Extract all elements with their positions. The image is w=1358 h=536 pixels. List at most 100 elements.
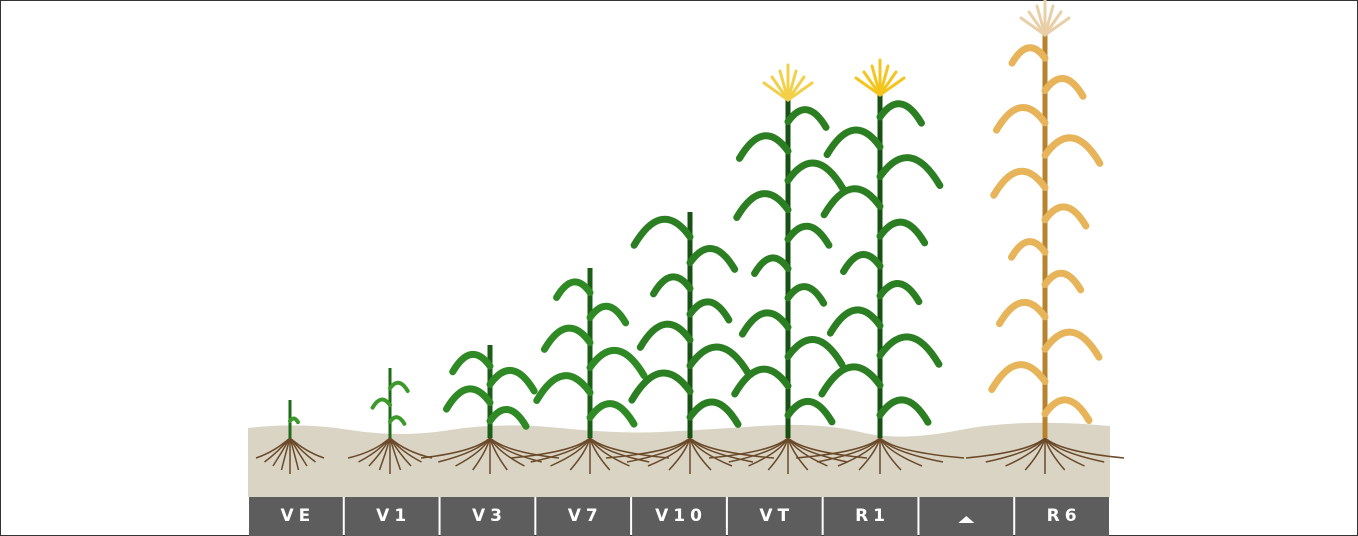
stage-cell xyxy=(344,497,439,536)
tassel xyxy=(786,75,806,102)
leaf xyxy=(486,366,538,395)
leaf xyxy=(586,400,638,428)
leaf xyxy=(733,190,792,221)
leaf xyxy=(876,218,929,247)
tassel xyxy=(862,70,882,97)
stage-cell xyxy=(632,497,726,536)
root xyxy=(787,437,868,459)
leaf xyxy=(553,278,594,302)
leaf xyxy=(784,159,847,193)
leaf xyxy=(820,185,884,219)
leaf xyxy=(784,397,836,426)
stage-label: V7 xyxy=(568,506,603,526)
root xyxy=(1044,437,1125,459)
root xyxy=(816,437,881,463)
leaf xyxy=(449,350,494,376)
stage-arrow-icon xyxy=(958,516,975,523)
leaf xyxy=(1041,134,1104,167)
stage-label: VE xyxy=(280,506,315,526)
leaf xyxy=(533,372,594,404)
stage-cell xyxy=(1015,497,1109,536)
stage-cell xyxy=(440,497,535,536)
leaf xyxy=(650,273,694,298)
leaf xyxy=(1041,328,1103,361)
stage-cell xyxy=(727,497,822,536)
stage-bar: VE V1 V3 V7 V10 VT R1 R6 xyxy=(249,497,1109,536)
stage-label: V10 xyxy=(655,506,707,526)
leaf xyxy=(1008,238,1049,261)
leaf xyxy=(388,380,410,393)
stage-cell xyxy=(249,497,343,536)
leaf xyxy=(1041,203,1090,230)
root xyxy=(626,437,691,463)
tassel xyxy=(854,76,882,97)
root xyxy=(589,437,670,459)
root xyxy=(767,437,789,471)
root xyxy=(289,437,325,459)
tassel xyxy=(878,64,890,97)
leaf xyxy=(995,298,1049,328)
leaf xyxy=(876,100,925,127)
leaf xyxy=(686,298,733,324)
root xyxy=(668,437,691,471)
root xyxy=(837,437,881,467)
root xyxy=(569,437,591,471)
root xyxy=(530,437,591,463)
leaf xyxy=(586,347,648,380)
root xyxy=(455,437,491,467)
leaf xyxy=(731,365,792,398)
leaf xyxy=(388,415,407,426)
leaf xyxy=(738,309,792,338)
root xyxy=(472,437,491,471)
leaf xyxy=(686,343,753,378)
leaf xyxy=(990,167,1049,199)
root xyxy=(858,437,881,471)
leaf xyxy=(735,132,792,162)
leaf xyxy=(823,126,884,159)
stage-label: V3 xyxy=(472,506,507,526)
tassel xyxy=(878,70,898,97)
leaf xyxy=(876,333,943,368)
tassel xyxy=(1019,16,1047,37)
tassel xyxy=(786,81,814,102)
leaf xyxy=(442,385,494,413)
leaf xyxy=(628,369,694,404)
tassel xyxy=(770,75,790,102)
root xyxy=(728,437,789,463)
leaf xyxy=(1008,44,1049,67)
leaf xyxy=(1041,396,1093,424)
root xyxy=(1024,437,1046,471)
tassel xyxy=(786,69,798,102)
leaf xyxy=(992,104,1049,134)
root xyxy=(748,437,789,467)
leaf xyxy=(818,363,884,398)
tassel xyxy=(1043,10,1063,37)
leaf xyxy=(840,251,884,275)
root xyxy=(647,437,691,467)
soil xyxy=(248,422,1110,497)
stage-cell xyxy=(536,497,631,536)
plants xyxy=(255,0,1125,474)
tassel xyxy=(1027,10,1047,37)
leaf xyxy=(1041,269,1085,294)
root xyxy=(689,437,775,459)
stage-label: VT xyxy=(759,506,794,526)
leaf xyxy=(686,398,742,428)
leaf xyxy=(876,154,944,190)
leaf xyxy=(784,283,828,307)
leaf xyxy=(751,254,792,278)
leaf xyxy=(876,280,923,306)
leaf xyxy=(636,320,694,351)
stage-label: R6 xyxy=(1047,506,1082,526)
leaf xyxy=(630,215,694,249)
root xyxy=(985,437,1046,463)
leaf xyxy=(826,306,884,337)
stage-label: V1 xyxy=(376,506,411,526)
leaf xyxy=(784,106,830,131)
leaf xyxy=(988,361,1049,393)
tassel xyxy=(1043,16,1071,37)
tassel xyxy=(1043,4,1055,37)
leaf xyxy=(784,222,833,249)
leaf xyxy=(686,245,739,273)
